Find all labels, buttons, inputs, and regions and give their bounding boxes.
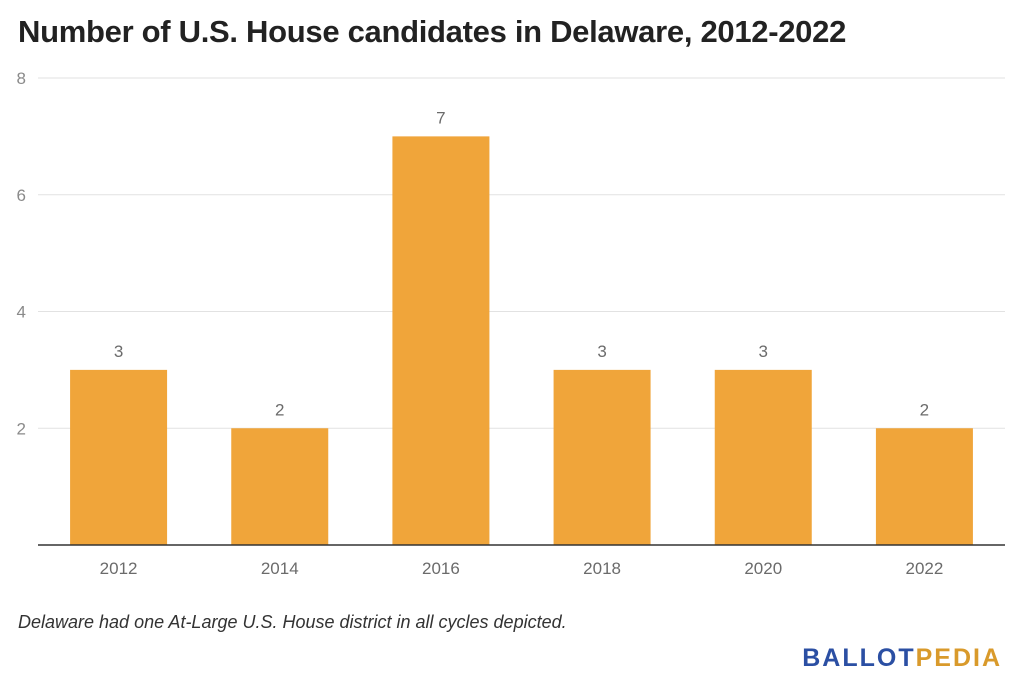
data-label: 3 — [597, 342, 606, 361]
y-tick-label: 6 — [17, 186, 26, 205]
bars — [70, 136, 973, 545]
data-label: 2 — [920, 400, 929, 419]
x-tick-label: 2020 — [744, 559, 782, 578]
data-labels: 3 2 7 3 3 2 — [114, 108, 929, 419]
footnote: Delaware had one At-Large U.S. House dis… — [18, 612, 567, 632]
x-tick-label: 2012 — [100, 559, 138, 578]
y-tick-label: 8 — [17, 69, 26, 88]
data-label: 3 — [114, 342, 123, 361]
bar — [70, 369, 168, 545]
x-tick-label: 2016 — [422, 559, 460, 578]
x-tick-label: 2022 — [906, 559, 944, 578]
bar-chart: 2 4 6 8 3 2 7 3 3 2 2012 2014 2016 2018 2020 2022 — [17, 69, 1005, 578]
x-tick-label: 2018 — [583, 559, 621, 578]
ballotpedia-logo: BALLOTPEDIA — [802, 644, 1002, 673]
x-tick-label: 2014 — [261, 559, 299, 578]
bar — [231, 428, 329, 545]
x-axis-ticks: 2012 2014 2016 2018 2020 2022 — [100, 559, 944, 578]
bar — [553, 369, 651, 545]
bar — [392, 136, 490, 545]
logo-ballot-text: BALLOT — [802, 644, 916, 672]
bar — [875, 428, 973, 545]
gridlines — [38, 77, 1005, 429]
logo-pedia-text: PEDIA — [915, 644, 1002, 672]
data-label: 7 — [436, 108, 445, 127]
data-label: 3 — [759, 342, 768, 361]
data-label: 2 — [275, 400, 284, 419]
bar — [714, 369, 812, 545]
y-tick-label: 4 — [17, 303, 26, 322]
y-tick-label: 2 — [17, 419, 26, 438]
chart-title: Number of U.S. House candidates in Delaw… — [18, 14, 847, 49]
y-axis-ticks: 2 4 6 8 — [17, 69, 26, 438]
